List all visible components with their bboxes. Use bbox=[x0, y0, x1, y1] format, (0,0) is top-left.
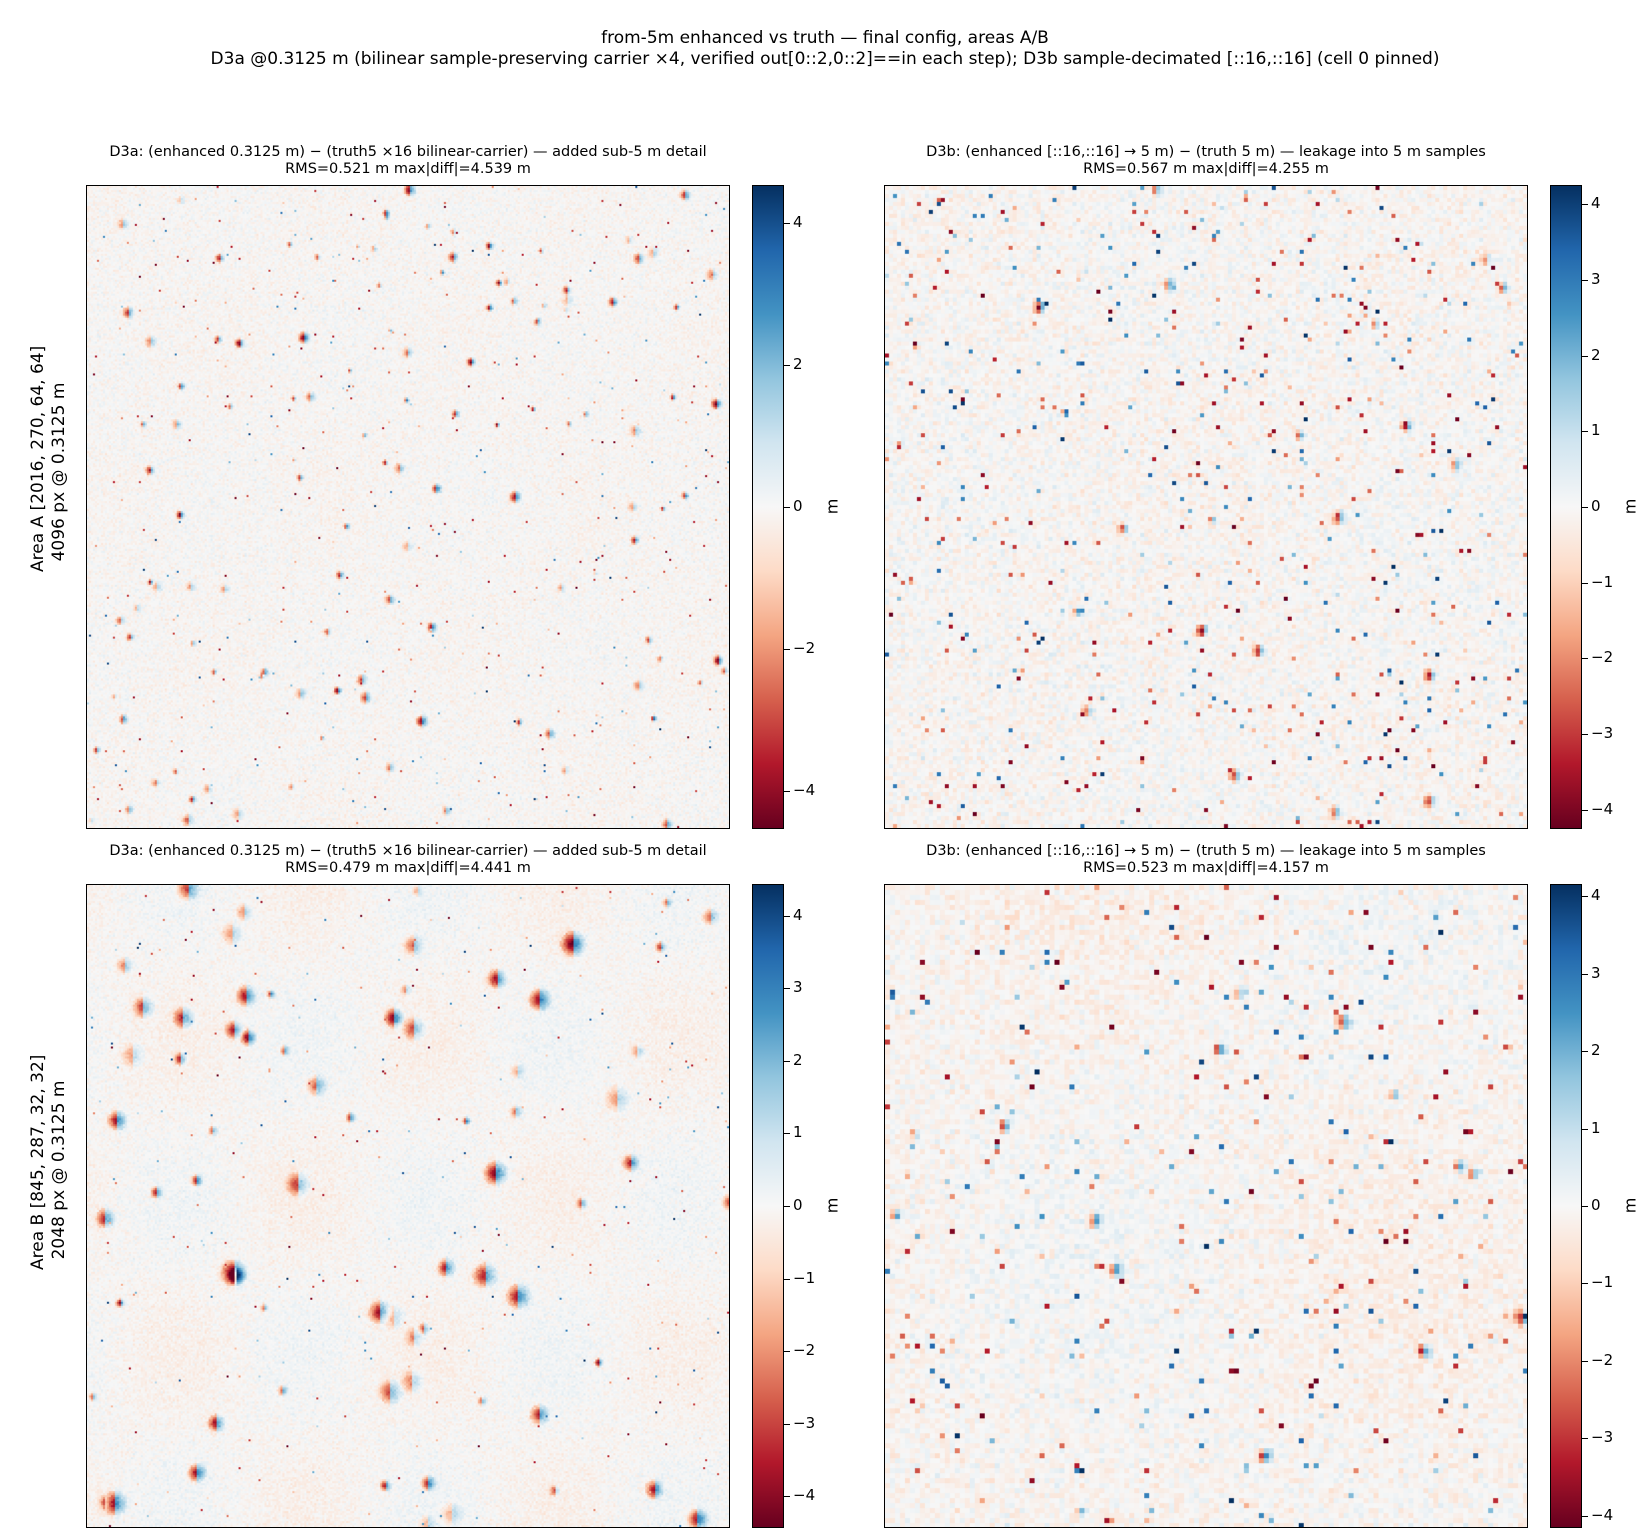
row-label-line2: 4096 px @ 0.3125 m bbox=[49, 382, 69, 562]
colorbar-tick bbox=[1582, 1516, 1588, 1517]
colorbar-tick-label: 0 bbox=[793, 497, 803, 515]
panel-title-b-d3a: D3a: (enhanced 0.3125 m) − (truth5 ×16 b… bbox=[86, 843, 730, 877]
colorbar-tick bbox=[1582, 1361, 1588, 1362]
colorbar-tick-label: 3 bbox=[1591, 964, 1601, 982]
colorbar-unit-label: m bbox=[1620, 498, 1640, 515]
colorbar-tick-label: −4 bbox=[1591, 800, 1614, 818]
colorbar-tick bbox=[1582, 1129, 1588, 1130]
panel-title-main: D3b: (enhanced [::16,::16] → 5 m) − (tru… bbox=[926, 843, 1486, 859]
colorbar-area-a-d3b bbox=[1550, 185, 1582, 829]
colorbar-tick bbox=[784, 1424, 790, 1425]
panel-title-stats: RMS=0.567 m max|diff|=4.255 m bbox=[1083, 161, 1329, 177]
colorbar-tick-label: 0 bbox=[793, 1196, 803, 1214]
colorbar-tick-label: −1 bbox=[793, 1269, 816, 1287]
colorbar-tick bbox=[1582, 896, 1588, 897]
row-label-area-a: Area A [2016, 270, 64, 64] 4096 px @ 0.3… bbox=[28, 345, 72, 572]
colorbar-tick-label: −3 bbox=[793, 1414, 816, 1432]
colorbar-tick bbox=[1582, 1283, 1588, 1284]
colorbar-area-b-d3a bbox=[752, 884, 784, 1528]
panel-title-a-d3b: D3b: (enhanced [::16,::16] → 5 m) − (tru… bbox=[884, 144, 1528, 178]
colorbar-tick-label: −4 bbox=[793, 781, 816, 799]
colorbar-tick-label: −2 bbox=[1591, 1351, 1614, 1369]
colorbar-tick-label: 0 bbox=[1591, 497, 1601, 515]
row-label-area-b: Area B [845, 287, 32, 32] 2048 px @ 0.31… bbox=[28, 1054, 72, 1270]
colorbar-tick bbox=[784, 1061, 790, 1062]
colorbar-tick-label: 3 bbox=[1591, 270, 1601, 288]
colorbar-unit-label: m bbox=[1620, 1197, 1640, 1214]
colorbar-tick-label: 4 bbox=[793, 906, 803, 924]
colorbar-tick bbox=[1582, 431, 1588, 432]
colorbar-tick-label: −4 bbox=[1591, 1506, 1614, 1524]
colorbar-tick bbox=[1582, 204, 1588, 205]
colorbar-tick bbox=[1582, 974, 1588, 975]
colorbar-area-b-d3b bbox=[1550, 884, 1582, 1528]
heatmap-area-a-d3a bbox=[86, 185, 730, 829]
colorbar-tick bbox=[1582, 1051, 1588, 1052]
figure-title: from-5m enhanced vs truth — final config… bbox=[0, 28, 1650, 70]
colorbar-tick bbox=[784, 988, 790, 989]
panel-title-stats: RMS=0.523 m max|diff|=4.157 m bbox=[1083, 860, 1329, 876]
colorbar-tick-label: −4 bbox=[793, 1486, 816, 1504]
colorbar-tick bbox=[1582, 810, 1588, 811]
colorbar-tick-label: 1 bbox=[1591, 1119, 1601, 1137]
panel-title-main: D3a: (enhanced 0.3125 m) − (truth5 ×16 b… bbox=[109, 843, 707, 859]
colorbar-unit-label: m bbox=[822, 498, 842, 515]
colorbar-tick bbox=[1582, 356, 1588, 357]
colorbar-tick bbox=[784, 1133, 790, 1134]
colorbar-tick-label: 2 bbox=[793, 1051, 803, 1069]
colorbar-tick-label: 4 bbox=[1591, 194, 1601, 212]
colorbar-tick-label: 3 bbox=[793, 978, 803, 996]
colorbar-tick-label: −2 bbox=[1591, 648, 1614, 666]
panel-title-b-d3b: D3b: (enhanced [::16,::16] → 5 m) − (tru… bbox=[884, 843, 1528, 877]
colorbar-tick bbox=[1582, 1438, 1588, 1439]
panel-title-stats: RMS=0.479 m max|diff|=4.441 m bbox=[285, 860, 531, 876]
colorbar-tick-label: 4 bbox=[793, 213, 803, 231]
colorbar-tick-label: 1 bbox=[1591, 421, 1601, 439]
colorbar-tick-label: −1 bbox=[1591, 1273, 1614, 1291]
colorbar-tick bbox=[784, 791, 790, 792]
colorbar-tick bbox=[784, 507, 790, 508]
colorbar-unit-label: m bbox=[822, 1197, 842, 1214]
colorbar-tick bbox=[784, 1351, 790, 1352]
row-label-line1: Area B [845, 287, 32, 32] bbox=[28, 1054, 48, 1270]
heatmap-area-b-d3a bbox=[86, 884, 730, 1528]
colorbar-tick-label: 2 bbox=[1591, 1041, 1601, 1059]
colorbar-tick bbox=[784, 1206, 790, 1207]
colorbar-tick-label: −1 bbox=[1591, 573, 1614, 591]
panel-title-stats: RMS=0.521 m max|diff|=4.539 m bbox=[285, 161, 531, 177]
colorbar-tick bbox=[784, 1279, 790, 1280]
heatmap-area-a-d3b bbox=[884, 185, 1528, 829]
colorbar-tick-label: −2 bbox=[793, 639, 816, 657]
colorbar-tick bbox=[784, 916, 790, 917]
colorbar-tick-label: −3 bbox=[1591, 724, 1614, 742]
colorbar-tick bbox=[1582, 507, 1588, 508]
colorbar-tick bbox=[1582, 1206, 1588, 1207]
panel-title-main: D3a: (enhanced 0.3125 m) − (truth5 ×16 b… bbox=[109, 144, 707, 160]
row-label-line1: Area A [2016, 270, 64, 64] bbox=[28, 345, 48, 572]
colorbar-tick bbox=[784, 1496, 790, 1497]
colorbar-area-a-d3a bbox=[752, 185, 784, 829]
colorbar-tick-label: 0 bbox=[1591, 1196, 1601, 1214]
colorbar-tick-label: 2 bbox=[1591, 346, 1601, 364]
colorbar-tick bbox=[1582, 734, 1588, 735]
colorbar-tick bbox=[1582, 280, 1588, 281]
colorbar-tick-label: −2 bbox=[793, 1341, 816, 1359]
panel-title-main: D3b: (enhanced [::16,::16] → 5 m) − (tru… bbox=[926, 144, 1486, 160]
colorbar-tick bbox=[784, 365, 790, 366]
colorbar-tick-label: 2 bbox=[793, 355, 803, 373]
panel-title-a-d3a: D3a: (enhanced 0.3125 m) − (truth5 ×16 b… bbox=[86, 144, 730, 178]
colorbar-tick bbox=[1582, 583, 1588, 584]
colorbar-tick-label: 1 bbox=[793, 1123, 803, 1141]
row-label-line2: 2048 px @ 0.3125 m bbox=[49, 1080, 69, 1260]
figure-title-line1: from-5m enhanced vs truth — final config… bbox=[601, 28, 1049, 48]
figure-title-line2: D3a @0.3125 m (bilinear sample-preservin… bbox=[210, 49, 1440, 69]
colorbar-tick bbox=[1582, 658, 1588, 659]
colorbar-tick-label: −3 bbox=[1591, 1428, 1614, 1446]
colorbar-tick bbox=[784, 649, 790, 650]
colorbar-tick-label: 4 bbox=[1591, 886, 1601, 904]
colorbar-tick bbox=[784, 223, 790, 224]
heatmap-area-b-d3b bbox=[884, 884, 1528, 1528]
